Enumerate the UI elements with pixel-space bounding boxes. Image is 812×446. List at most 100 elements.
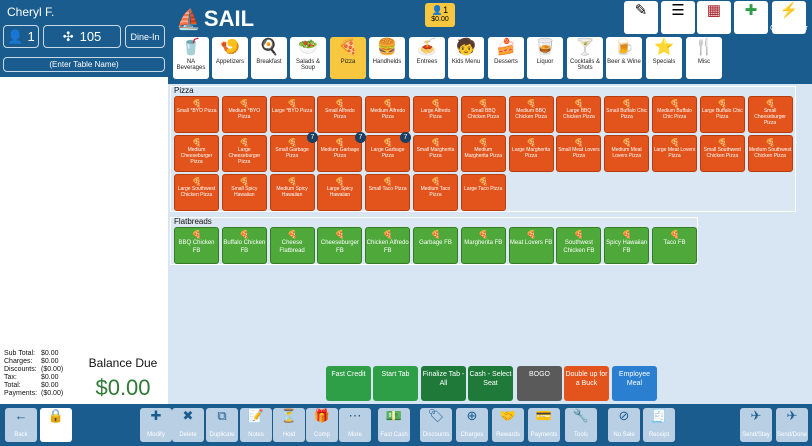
pizza-item[interactable]: 🍕 Large Cheeseburger Pizza — [221, 135, 267, 172]
category-12[interactable]: ⭐ Specials — [646, 37, 682, 79]
flatbread-item[interactable]: 🍕 Buffalo Chicken FB — [221, 227, 267, 264]
action-button[interactable]: Finalize Tab - All — [421, 366, 466, 401]
toolbar-label: Send/Stay — [742, 432, 770, 438]
pizza-icon: 🍕 — [239, 99, 250, 108]
item-label: Large *BYO Pizza — [271, 108, 313, 114]
pizza-item[interactable]: 🍕 Medium Southwest Chicken Pizza — [747, 135, 793, 172]
pizza-item[interactable]: 🍕 Small Spicy Hawaiian — [221, 174, 267, 211]
pizza-icon: 🍕 — [191, 99, 202, 108]
flatbread-item[interactable]: 🍕 Southwest Chicken FB — [556, 227, 602, 264]
category-13[interactable]: 🍴 Misc — [686, 37, 722, 79]
table-number-button[interactable]: ✣ 105 — [43, 25, 121, 48]
category-icon: 🍰 — [496, 39, 516, 56]
category-0[interactable]: 🥤 NA Beverages — [173, 37, 209, 79]
pizza-item[interactable]: 🍕 Small Garbage Pizza — [269, 135, 315, 172]
category-icon: 🍤 — [220, 39, 240, 56]
toolbar-label: Send/Done — [776, 432, 808, 438]
order-type-button[interactable]: Dine-In — [125, 25, 165, 48]
pizza-item[interactable]: 🍕 Small Meat Lovers Pizza — [556, 135, 602, 172]
pizza-item[interactable]: 🍕 Large Margherita Pizza — [508, 135, 554, 172]
pizza-item[interactable]: 🍕 Small Buffalo Chic Pizza — [604, 96, 650, 133]
pizza-item[interactable]: 🍕 Large Buffalo Chic Pizza — [699, 96, 745, 133]
pizza-item[interactable]: 🍕 Medium Taco Pizza — [413, 174, 458, 211]
pizza-item[interactable]: 🍕 Medium Margherita Pizza — [460, 135, 506, 172]
pizza-icon: 🍕 — [334, 138, 345, 147]
pizza-item[interactable]: 🍕 Large Alfredo Pizza — [413, 96, 458, 133]
action-button[interactable]: Double up for a Buck — [564, 366, 609, 401]
category-label: Beer & Wine — [607, 59, 641, 65]
category-7[interactable]: 🧒 Kids Menu — [448, 37, 484, 79]
category-9[interactable]: 🥃 Liquor — [527, 37, 563, 79]
tip-badge[interactable]: 👤1 $0.00 — [425, 3, 455, 27]
pizza-icon: 🍕 — [430, 177, 441, 186]
flatbread-item[interactable]: 🍕 Cheese Flatbread — [269, 227, 315, 264]
pizza-item[interactable]: 🍕 Medium Cheeseburger Pizza — [174, 135, 219, 172]
category-6[interactable]: 🍝 Entrees — [409, 37, 445, 79]
pizza-item[interactable]: 🍕 Small Alfredo Pizza — [317, 96, 363, 133]
flatbread-item[interactable]: 🍕 Spicy Hawaiian FB — [604, 227, 650, 264]
pizza-item[interactable]: 🍕 Medium Garbage Pizza — [317, 135, 363, 172]
item-label: Small Cheeseburger Pizza — [754, 108, 786, 126]
action-label: Start Tab — [381, 371, 410, 378]
item-label: Medium Buffalo Chic Pizza — [657, 108, 692, 120]
flatbread-item[interactable]: 🍕 Margherita FB — [460, 227, 506, 264]
pizza-item[interactable]: 🍕 Large BBQ Chicken Pizza — [556, 96, 602, 133]
action-button[interactable]: Cash - Select Seat — [468, 366, 513, 401]
flatbread-item[interactable]: 🍕 Cheeseburger FB — [317, 227, 363, 264]
new-order-label: New Order — [734, 25, 768, 32]
flatbread-item[interactable]: 🍕 Garbage FB — [413, 227, 458, 264]
discounts-value: ($0.00) — [41, 366, 64, 373]
category-1[interactable]: 🍤 Appetizers — [212, 37, 248, 79]
user-button[interactable]: Cheryl F. — [3, 3, 55, 21]
item-label: Taco FB — [663, 240, 686, 246]
pizza-item[interactable]: 🍕 Medium *BYO Pizza — [221, 96, 267, 133]
payments-label: Payments: — [4, 390, 38, 397]
pizza-item[interactable]: 🍕 Medium Spicy Hawaiian — [269, 174, 315, 211]
category-3[interactable]: 🥗 Salads & Soup — [290, 37, 326, 79]
flatbread-item[interactable]: 🍕 BBQ Chicken FB — [174, 227, 219, 264]
move-icon: ✣ — [62, 28, 74, 44]
pizza-item[interactable]: 🍕 Small BBQ Chicken Pizza — [460, 96, 506, 133]
action-button[interactable]: Employee Meal — [612, 366, 657, 401]
pizza-item[interactable]: 🍕 Medium BBQ Chicken Pizza — [508, 96, 554, 133]
item-label: Chicken Alfredo FB — [366, 240, 409, 254]
category-4[interactable]: 🍕 Pizza — [330, 37, 366, 79]
flatbread-item[interactable]: 🍕 Chicken Alfredo FB — [365, 227, 411, 264]
item-label: Large Cheeseburger Pizza — [228, 147, 261, 165]
pizza-item[interactable]: 🍕 Medium Meat Lovers Pizza — [604, 135, 650, 172]
pizza-item[interactable]: 🍕 Large *BYO Pizza — [269, 96, 315, 133]
action-button[interactable]: Fast Credit — [326, 366, 371, 401]
category-label: NA Beverages — [176, 59, 206, 71]
pizza-item[interactable]: 🍕 Small *BYO Pizza — [174, 96, 219, 133]
category-icon: 🍔 — [377, 39, 397, 56]
toolbar-label: More — [348, 432, 362, 438]
pizza-item[interactable]: 🍕 Small Taco Pizza — [365, 174, 411, 211]
toolbar-label: Comp — [313, 432, 330, 438]
category-8[interactable]: 🍰 Desserts — [488, 37, 524, 79]
action-button[interactable]: Start Tab — [373, 366, 418, 401]
category-11[interactable]: 🍺 Beer & Wine — [606, 37, 642, 79]
pizza-item[interactable]: 🍕 Large Taco Pizza — [460, 174, 506, 211]
flatbread-item[interactable]: 🍕 Taco FB — [652, 227, 697, 264]
action-button[interactable]: BOGO — [517, 366, 562, 401]
flatbread-item[interactable]: 🍕 Meat Lovers FB — [508, 227, 554, 264]
pizza-item[interactable]: 🍕 Large Spicy Hawaiian — [317, 174, 363, 211]
pizza-item[interactable]: 🍕 Small Southwest Chicken Pizza — [699, 135, 745, 172]
charges-value: $0.00 — [41, 358, 59, 365]
toolbar-label: Rewards — [496, 432, 520, 438]
guest-count-button[interactable]: 👤 1 — [3, 25, 39, 48]
pizza-item[interactable]: 🍕 Large Meat Lovers Pizza — [652, 135, 697, 172]
category-5[interactable]: 🍔 Handhelds — [369, 37, 405, 79]
pizza-icon: 🍕 — [287, 138, 298, 147]
category-2[interactable]: 🍳 Breakfast — [251, 37, 287, 79]
toolbar-icon: 🔒 — [40, 408, 72, 442]
pizza-item[interactable]: 🍕 Small Cheeseburger Pizza — [747, 96, 793, 133]
table-name-field[interactable]: (Enter Table Name) — [3, 57, 165, 72]
pizza-item[interactable]: 🍕 Large Southwest Chicken Pizza — [174, 174, 219, 211]
item-label: Small Meat Lovers Pizza — [558, 147, 600, 159]
pizza-item[interactable]: 🍕 Medium Alfredo Pizza — [365, 96, 411, 133]
pizza-item[interactable]: 🍕 Medium Buffalo Chic Pizza — [652, 96, 697, 133]
pizza-item[interactable]: 🍕 Small Margherita Pizza — [413, 135, 458, 172]
category-10[interactable]: 🍸 Cocktails & Shots — [567, 37, 603, 79]
item-label: Small Southwest Chicken Pizza — [703, 147, 741, 159]
